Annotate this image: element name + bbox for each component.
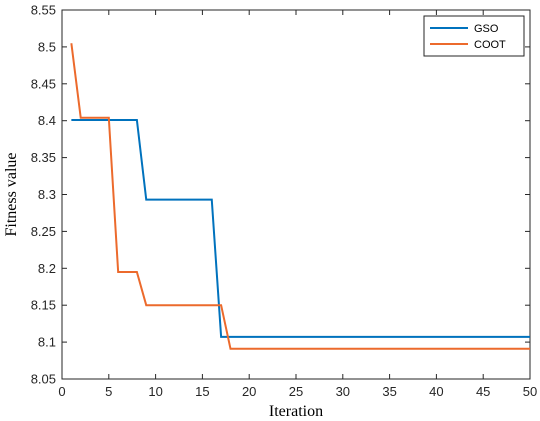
x-axis-label: Iteration [269,403,323,420]
y-tick-label: 8.45 [31,76,56,91]
y-tick-label: 8.35 [31,150,56,165]
x-tick-label: 25 [289,384,303,399]
x-tick-label: 35 [382,384,396,399]
x-tick-label: 20 [242,384,256,399]
x-tick-label: 30 [336,384,350,399]
y-tick-label: 8.1 [38,335,56,350]
legend-label-gso: GSO [474,23,499,35]
legend-label-coot: COOT [474,39,506,51]
x-tick-label: 10 [148,384,162,399]
y-axis-label: Fitness value [3,153,20,237]
legend: GSO COOT [423,15,525,57]
y-tick-label: 8.5 [38,39,56,54]
x-tick-label: 40 [429,384,443,399]
y-tick-label: 8.55 [31,3,56,18]
x-tick-label: 0 [58,384,65,399]
y-tick-label: 8.2 [38,261,56,276]
y-tick-label: 8.4 [38,113,56,128]
legend-box [423,15,525,57]
x-tick-label: 5 [105,384,112,399]
x-tick-label: 15 [195,384,209,399]
y-tick-label: 8.15 [31,298,56,313]
y-tick-label: 8.3 [38,187,56,202]
x-tick-label: 50 [523,384,537,399]
y-tick-label: 8.05 [31,372,56,387]
y-tick-label: 8.25 [31,224,56,239]
series-line-gso [71,118,530,338]
x-tick-label: 45 [476,384,490,399]
series-line-coot [70,43,530,350]
